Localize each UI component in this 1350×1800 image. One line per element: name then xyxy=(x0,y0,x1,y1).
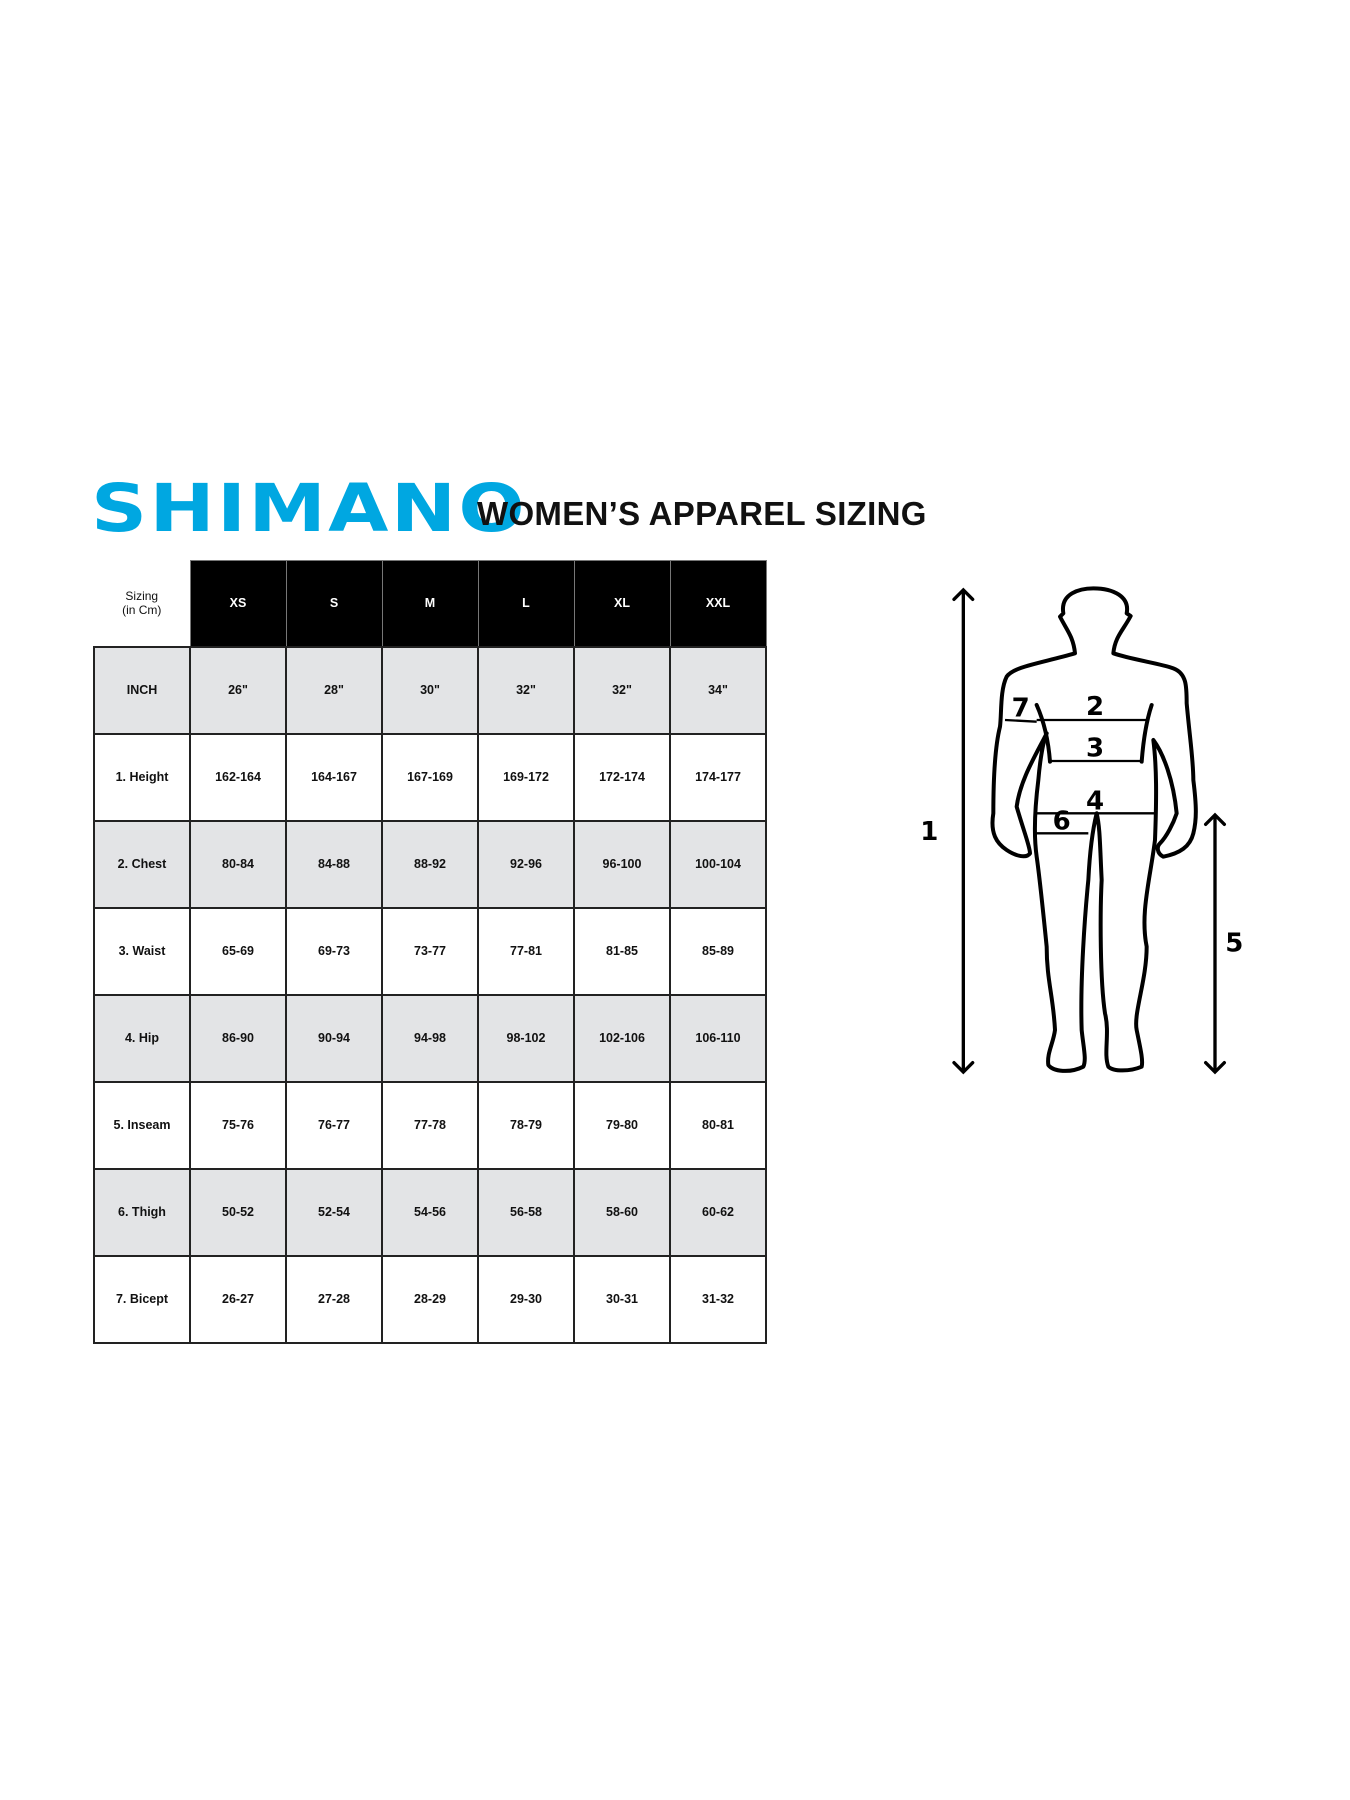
body-outline xyxy=(990,586,1198,1073)
size-header: M xyxy=(381,560,479,647)
unit-label: (in Cm) xyxy=(122,603,162,617)
table-cell: 85-89 xyxy=(669,906,767,996)
table-cell: 75-76 xyxy=(189,1080,287,1170)
label-thigh: 6 xyxy=(1053,806,1071,836)
table-cell: 98-102 xyxy=(477,993,575,1083)
table-cell: 30" xyxy=(381,645,479,735)
row-label: 1. Height xyxy=(93,732,191,822)
table-row: 4. Hip 86-90 90-94 94-98 98-102 102-106 106-11… xyxy=(93,993,767,1083)
label-inseam: 5 xyxy=(1225,929,1243,959)
table-cell: 30-31 xyxy=(573,1254,671,1344)
table-cell: 174-177 xyxy=(669,732,767,822)
table-cell: 65-69 xyxy=(189,906,287,996)
row-label: 5. Inseam xyxy=(93,1080,191,1170)
table-cell: 26-27 xyxy=(189,1254,287,1344)
sizing-unit-label: Sizing (in Cm) xyxy=(94,560,190,647)
sizing-label: Sizing xyxy=(125,589,159,603)
table-row: 7. Bicept 26-27 27-28 28-29 29-30 30-31 31-32 xyxy=(93,1254,767,1344)
table-cell: 100-104 xyxy=(669,819,767,909)
table-row: 3. Waist 65-69 69-73 73-77 77-81 81-85 85-89 xyxy=(93,906,767,996)
page-title: WOMEN’S APPAREL SIZING xyxy=(477,495,927,532)
table-cell: 77-78 xyxy=(381,1080,479,1170)
table-cell: 81-85 xyxy=(573,906,671,996)
table-cell: 88-92 xyxy=(381,819,479,909)
table-cell: 80-84 xyxy=(189,819,287,909)
size-header: L xyxy=(477,560,575,647)
table-row: 5. Inseam 75-76 76-77 77-78 78-79 79-80 80-81 xyxy=(93,1080,767,1170)
size-header-row: Sizing (in Cm) XS S M L XL XXL xyxy=(94,560,767,647)
table-cell: 94-98 xyxy=(381,993,479,1083)
body-measurement-figure: 7 2 3 4 6 1 5 xyxy=(920,586,1243,1075)
table-cell: 58-60 xyxy=(573,1167,671,1257)
table-cell: 50-52 xyxy=(189,1167,287,1257)
table-cell: 84-88 xyxy=(285,819,383,909)
size-header: XS xyxy=(189,560,287,647)
table-cell: 29-30 xyxy=(477,1254,575,1344)
table-cell: 79-80 xyxy=(573,1080,671,1170)
table-cell: 78-79 xyxy=(477,1080,575,1170)
table-cell: 164-167 xyxy=(285,732,383,822)
table-cell: 52-54 xyxy=(285,1167,383,1257)
table-cell: 54-56 xyxy=(381,1167,479,1257)
table-row: INCH 26" 28" 30" 32" 32" 34" xyxy=(93,645,767,735)
table-cell: 80-81 xyxy=(669,1080,767,1170)
row-label: INCH xyxy=(93,645,191,735)
label-hip: 4 xyxy=(1086,786,1104,816)
table-cell: 76-77 xyxy=(285,1080,383,1170)
size-header: S xyxy=(285,560,383,647)
table-cell: 92-96 xyxy=(477,819,575,909)
label-chest: 2 xyxy=(1086,692,1104,722)
table-cell: 169-172 xyxy=(477,732,575,822)
table-cell: 73-77 xyxy=(381,906,479,996)
table-row: 1. Height 162-164 164-167 167-169 169-172 172… xyxy=(93,732,767,822)
row-label: 6. Thigh xyxy=(93,1167,191,1257)
height-arrow-heads xyxy=(952,587,975,1075)
table-cell: 32" xyxy=(573,645,671,735)
table-cell: 77-81 xyxy=(477,906,575,996)
table-cell: 162-164 xyxy=(189,732,287,822)
table-cell: 102-106 xyxy=(573,993,671,1083)
row-label: 2. Chest xyxy=(93,819,191,909)
table-cell: 28" xyxy=(285,645,383,735)
inseam-arrow-heads xyxy=(1203,812,1226,1075)
table-cell: 90-94 xyxy=(285,993,383,1083)
table-cell: 106-110 xyxy=(669,993,767,1083)
table-cell: 172-174 xyxy=(573,732,671,822)
row-label: 7. Bicept xyxy=(93,1254,191,1344)
label-bicep: 7 xyxy=(1012,694,1030,724)
table-cell: 56-58 xyxy=(477,1167,575,1257)
table-cell: 28-29 xyxy=(381,1254,479,1344)
table-cell: 69-73 xyxy=(285,906,383,996)
inner-arm-lines xyxy=(1034,703,1154,764)
table-cell: 34" xyxy=(669,645,767,735)
table-row: 2. Chest 80-84 84-88 88-92 92-96 96-100 100-10… xyxy=(93,819,767,909)
row-label: 4. Hip xyxy=(93,993,191,1083)
bicep-line xyxy=(1004,718,1037,723)
row-label: 3. Waist xyxy=(93,906,191,996)
table-cell: 60-62 xyxy=(669,1167,767,1257)
table-row: 6. Thigh 50-52 52-54 54-56 56-58 58-60 60-62 xyxy=(93,1167,767,1257)
size-header: XXL xyxy=(669,560,767,647)
table-cell: 86-90 xyxy=(189,993,287,1083)
size-chart-table: Sizing (in Cm) XS S M L XL XXL INCH 26" 28"… xyxy=(93,560,767,1344)
table-cell: 96-100 xyxy=(573,819,671,909)
table-cell: 167-169 xyxy=(381,732,479,822)
label-height: 1 xyxy=(920,817,938,847)
shimano-logo: SHIMANO xyxy=(91,470,527,547)
size-header: XL xyxy=(573,560,671,647)
label-waist: 3 xyxy=(1086,734,1104,764)
table-cell: 27-28 xyxy=(285,1254,383,1344)
table-cell: 31-32 xyxy=(669,1254,767,1344)
table-cell: 26" xyxy=(189,645,287,735)
table-cell: 32" xyxy=(477,645,575,735)
